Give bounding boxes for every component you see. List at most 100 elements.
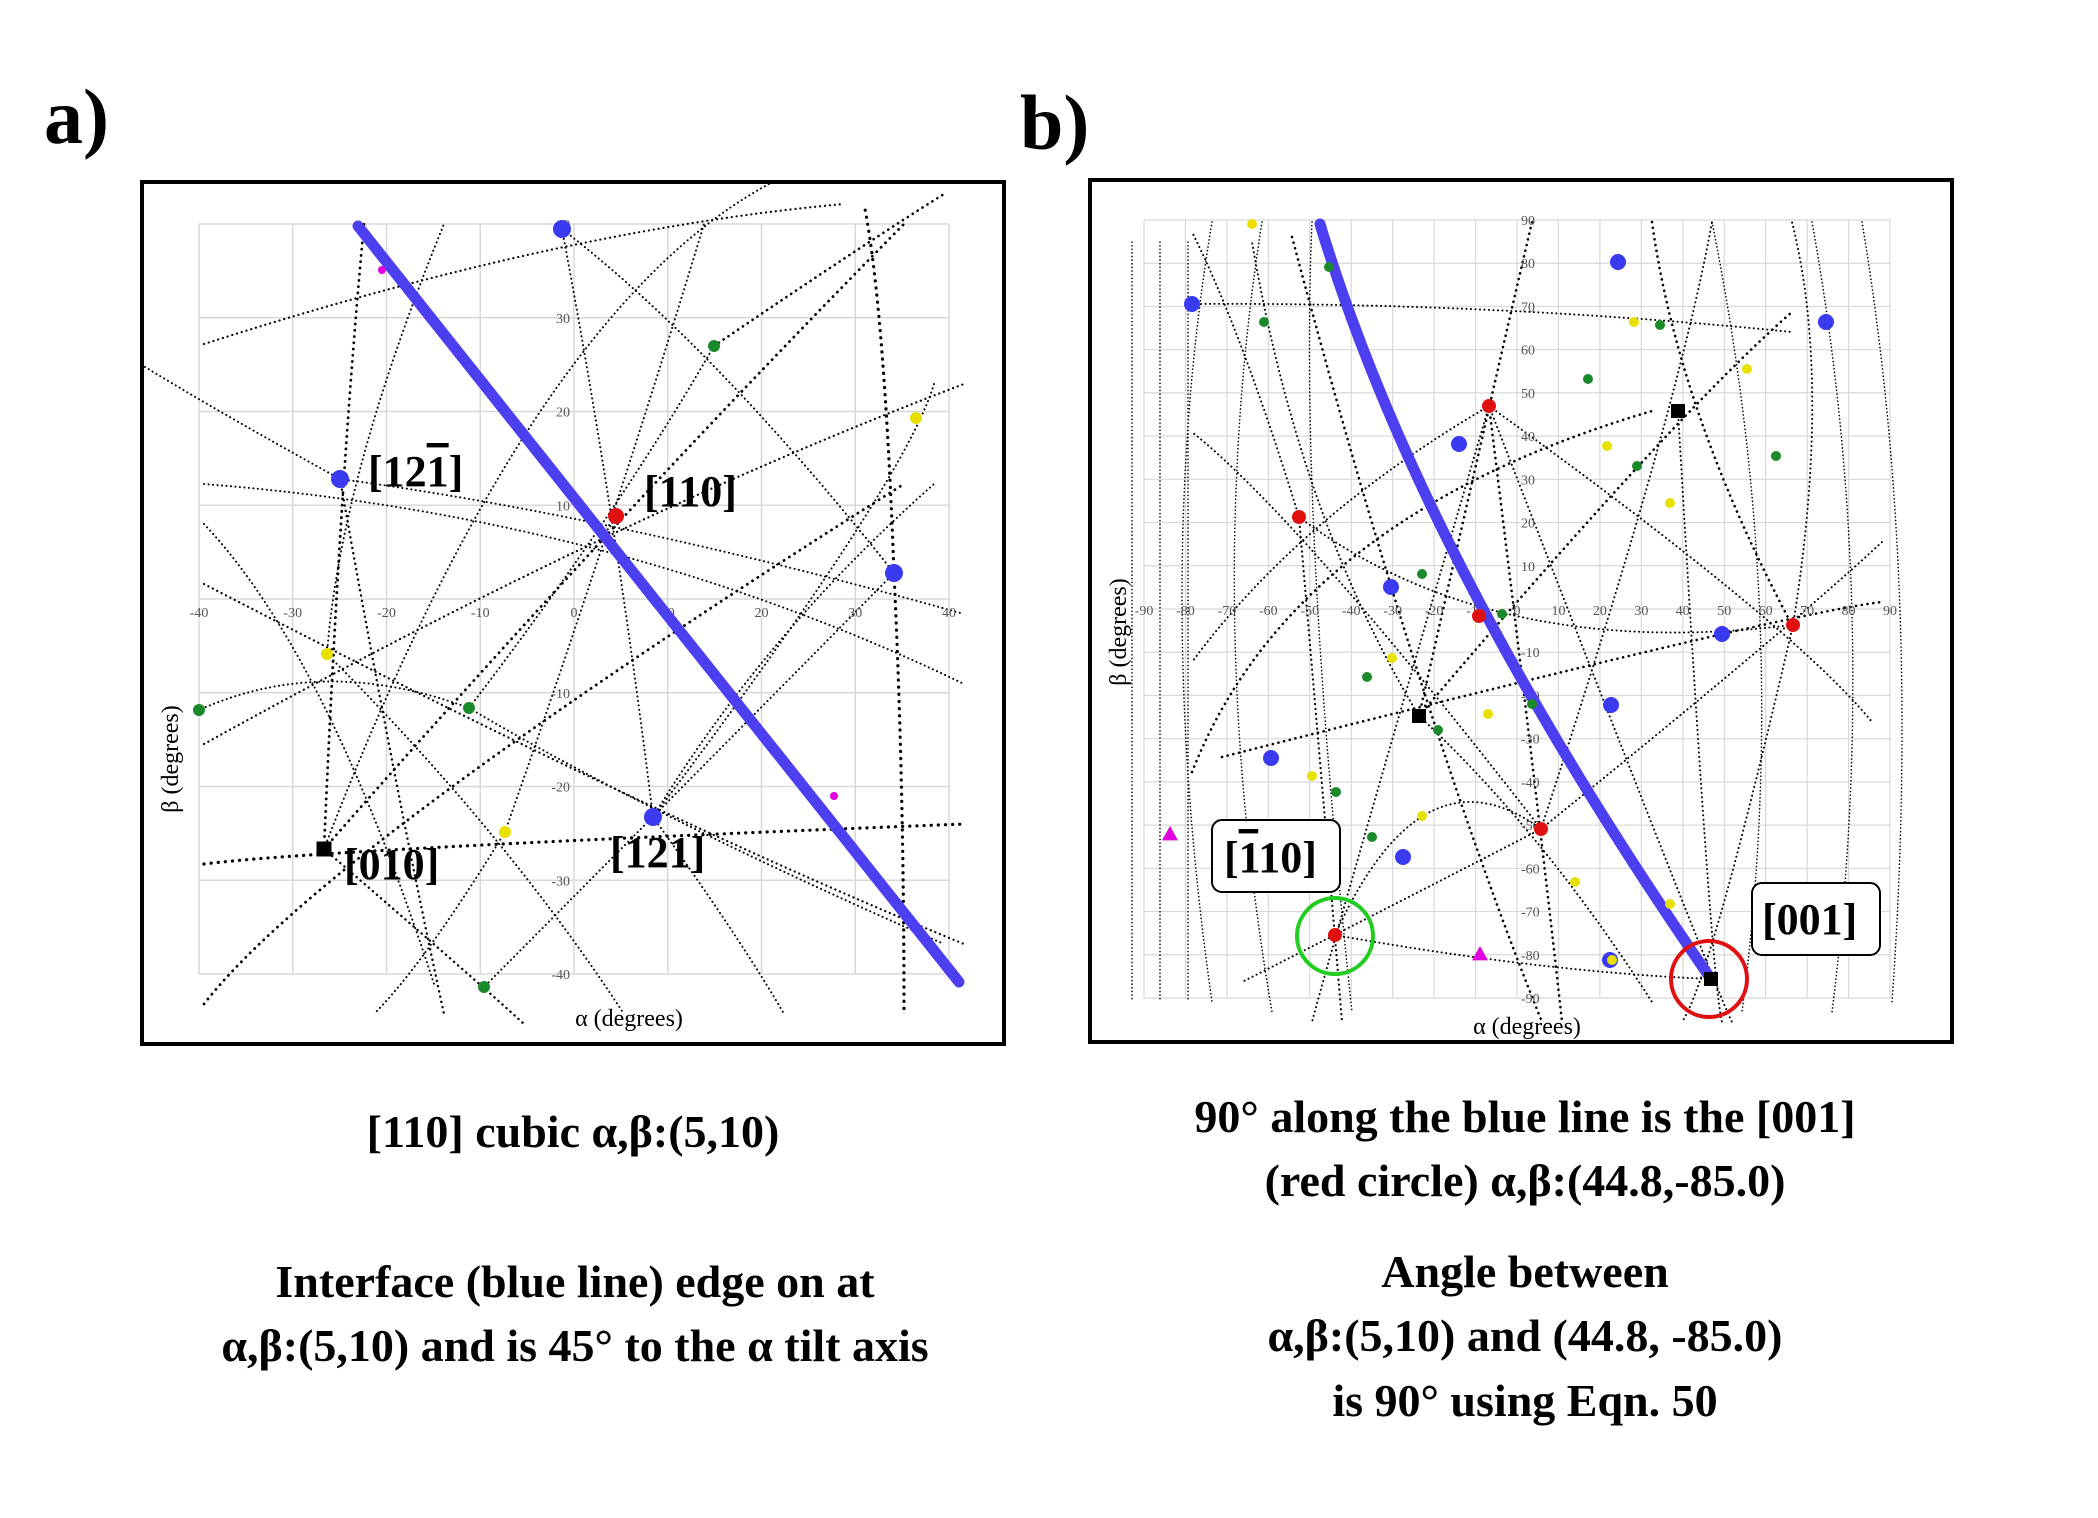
- pole-magenta: [1162, 826, 1178, 841]
- y-tick-label: -90: [1521, 992, 1540, 1007]
- x-tick-label: -30: [283, 606, 302, 621]
- panel-a-caption-line1: [110] cubic α,β:(5,10): [366, 1106, 780, 1157]
- pole-green: [708, 340, 720, 352]
- x-tick-label: 10: [1551, 604, 1565, 619]
- y-tick-label: 80: [1521, 257, 1535, 272]
- kikuchi-line: [1191, 431, 1542, 830]
- panel-b-caption-2: Angle between α,β:(5,10) and (44.8, -85.…: [1060, 1240, 1990, 1433]
- x-tick-label: -90: [1135, 604, 1154, 619]
- panel-b-caption-line3: Angle between: [1381, 1246, 1669, 1297]
- x-tick-label: 50: [1717, 604, 1731, 619]
- x-tick-label: -40: [1342, 604, 1361, 619]
- kikuchi-line: [1540, 221, 1713, 830]
- kikuchi-line: [1181, 221, 1213, 1003]
- pole-green: [463, 702, 475, 714]
- pole-green: [1367, 832, 1377, 842]
- x-tick-label: 40: [942, 606, 956, 621]
- panel-a-caption-line3: α,β:(5,10) and is 45° to the α tilt axis: [221, 1320, 929, 1372]
- y-tick-label: 70: [1521, 300, 1535, 315]
- pole-red: [1292, 510, 1306, 524]
- kikuchi-line: [326, 223, 445, 655]
- pole-blue: [1818, 314, 1834, 330]
- pole-110: [608, 508, 624, 524]
- kikuchi-line: [1311, 405, 1490, 1023]
- y-tick-label: 30: [1521, 473, 1535, 488]
- pole-blue: [1714, 626, 1730, 642]
- y-tick-label: -70: [1521, 906, 1540, 921]
- label-box-1bar10: [110]: [1211, 819, 1341, 893]
- y-tick-label: -10: [551, 687, 570, 702]
- label-1bar10: [110]: [1224, 833, 1317, 882]
- pole-yellow: [1247, 219, 1257, 229]
- x-tick-label: -20: [1425, 604, 1444, 619]
- label-121bar: [121]: [368, 447, 463, 496]
- red-circle-marker: [1669, 939, 1749, 1019]
- x-tick-label: 70: [1800, 604, 1814, 619]
- kikuchi-line: [652, 383, 935, 818]
- pole-red: [1472, 609, 1486, 623]
- panel-b-caption-line5: is 90° using Eqn. 50: [1332, 1374, 1718, 1426]
- kikuchi-line: [483, 572, 895, 988]
- pole-yellow: [1570, 877, 1580, 887]
- kikuchi-line: [326, 653, 625, 1015]
- panel-b-plot: -90 -80 -70 -60 -50 -40 -30 -20 -10 0 10 20 30 40 50 60…: [1106, 214, 1903, 1040]
- y-tick-label: -40: [1521, 776, 1540, 791]
- y-tick-label: -80: [1521, 949, 1540, 964]
- panel-b-interface-line: [1314, 218, 1717, 985]
- y-tick-label: -40: [551, 968, 570, 983]
- kikuchi-line: [1488, 405, 1873, 723]
- pole-black: [1671, 404, 1685, 418]
- panel-a-grid: [198, 223, 950, 975]
- pole-yellow: [1629, 317, 1639, 327]
- kikuchi-line: [1290, 235, 1544, 1024]
- pole-yellow: [910, 412, 922, 424]
- kikuchi-line: [1334, 800, 1542, 936]
- pole-blue: [1603, 697, 1619, 713]
- pole-001: [1704, 972, 1718, 986]
- kikuchi-line: [202, 822, 966, 866]
- pole-blue: [1263, 750, 1279, 766]
- kikuchi-line: [652, 816, 785, 1015]
- panel-b-caption-line4: α,β:(5,10) and (44.8, -85.0): [1267, 1310, 1783, 1362]
- x-tick-label: 0: [571, 606, 578, 621]
- kikuchi-line: [1191, 231, 1300, 518]
- pole-green: [1632, 461, 1642, 471]
- panel-a-caption-2: Interface (blue line) edge on at α,β:(5,…: [80, 1250, 1070, 1379]
- kikuchi-line: [892, 571, 906, 1016]
- panel-a-caption-line2: Interface (blue line) edge on at: [275, 1256, 875, 1307]
- pole-green: [1362, 672, 1372, 682]
- panel-b-y-axis-title: β (degrees): [1106, 578, 1132, 685]
- pole-yellow: [1417, 811, 1427, 821]
- kikuchi-line: [198, 680, 470, 711]
- y-tick-label: -60: [1521, 862, 1540, 877]
- pole-blue-top: [553, 220, 571, 238]
- panel-b-caption-1: 90° along the blue line is the [001] (re…: [1060, 1085, 1990, 1214]
- y-tick-label: -30: [551, 874, 570, 889]
- panel-a-caption-1: [110] cubic α,β:(5,10): [140, 1100, 1006, 1164]
- pole-green: [478, 981, 490, 993]
- pole-yellow: [1387, 653, 1397, 663]
- kikuchi-line: [1791, 221, 1814, 626]
- y-tick-label: 20: [1521, 517, 1535, 532]
- x-tick-label: -30: [1383, 604, 1402, 619]
- kikuchi-line: [202, 202, 846, 346]
- panel-a-frame: -40-40-30-30-20-20-10-100101020203030404…: [140, 180, 1006, 1046]
- panel-b-poles: [1162, 219, 1834, 986]
- kikuchi-line: [1191, 302, 1793, 333]
- x-tick-label: 60: [1759, 604, 1773, 619]
- pole-black: [1412, 709, 1426, 723]
- x-tick-label: -60: [1259, 604, 1278, 619]
- pole-yellow: [1742, 364, 1752, 374]
- x-tick-label: 30: [848, 606, 862, 621]
- pole-green: [1497, 609, 1507, 619]
- interface-blue-line: [1314, 218, 1717, 985]
- label-110: [110]: [644, 467, 737, 516]
- panel-a-y-axis-title: β (degrees): [158, 705, 184, 812]
- pole-blue-right: [885, 564, 903, 582]
- panel-b-letter: b): [1020, 79, 1090, 166]
- kikuchi-line: [1297, 515, 1344, 1024]
- pole-yellow: [1483, 709, 1493, 719]
- kikuchi-line: [203, 523, 435, 985]
- panel-b-grid: [1143, 219, 1891, 999]
- x-tick-label: -50: [1300, 604, 1319, 619]
